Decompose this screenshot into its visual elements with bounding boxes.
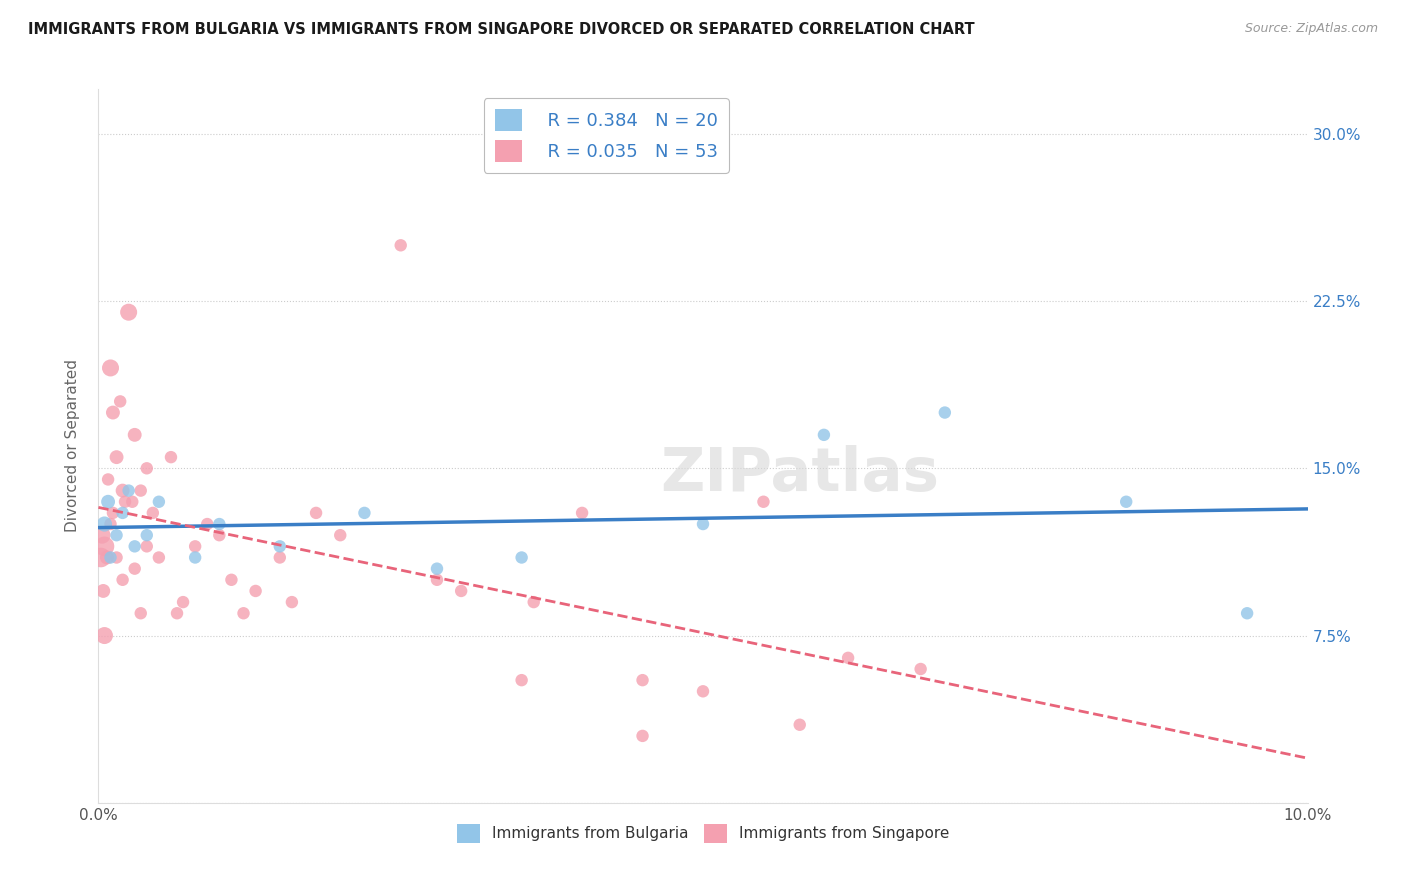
Point <box>135 528 157 542</box>
Point <box>105 550 128 565</box>
Point <box>934 405 956 419</box>
Text: ZIPatlas: ZIPatlas <box>661 445 939 504</box>
Point <box>837 651 859 665</box>
Point <box>1236 607 1258 621</box>
Point <box>166 607 188 621</box>
Point <box>91 528 114 542</box>
Point <box>101 506 124 520</box>
Point <box>631 729 654 743</box>
Point <box>450 583 472 598</box>
Point <box>426 562 449 576</box>
Point <box>111 506 134 520</box>
Point <box>160 450 183 464</box>
Point <box>245 583 267 598</box>
Point <box>910 662 932 676</box>
Point <box>111 573 134 587</box>
Point <box>184 550 207 565</box>
Point <box>752 494 775 508</box>
Point <box>221 573 243 587</box>
Point <box>184 539 207 553</box>
Point <box>118 483 141 498</box>
Point <box>389 238 412 252</box>
Point <box>90 550 112 565</box>
Point <box>692 516 714 531</box>
Point <box>208 516 231 531</box>
Point <box>510 550 533 565</box>
Point <box>426 573 449 587</box>
Point <box>232 607 254 621</box>
Point <box>91 583 114 598</box>
Point <box>692 684 714 698</box>
Y-axis label: Divorced or Separated: Divorced or Separated <box>65 359 80 533</box>
Point <box>305 506 328 520</box>
Point <box>135 461 157 475</box>
Point <box>93 516 115 531</box>
Point <box>124 427 146 442</box>
Point <box>105 450 128 464</box>
Point <box>142 506 165 520</box>
Point <box>121 494 143 508</box>
Point <box>129 607 152 621</box>
Point <box>208 528 231 542</box>
Point <box>1115 494 1137 508</box>
Point <box>100 360 122 375</box>
Point <box>813 427 835 442</box>
Point <box>269 539 291 553</box>
Point <box>281 595 304 609</box>
Point <box>631 673 654 687</box>
Point <box>523 595 546 609</box>
Point <box>124 562 146 576</box>
Point <box>108 394 131 409</box>
Point <box>96 550 118 565</box>
Point <box>97 472 120 486</box>
Point <box>269 550 291 565</box>
Point <box>135 539 157 553</box>
Point <box>353 506 375 520</box>
Point <box>510 673 533 687</box>
Point <box>118 305 141 319</box>
Point <box>105 528 128 542</box>
Point <box>93 628 115 642</box>
Point <box>114 494 136 508</box>
Point <box>93 539 115 553</box>
Point <box>129 483 152 498</box>
Point <box>100 516 122 531</box>
Point <box>148 494 170 508</box>
Point <box>195 516 218 531</box>
Text: IMMIGRANTS FROM BULGARIA VS IMMIGRANTS FROM SINGAPORE DIVORCED OR SEPARATED CORR: IMMIGRANTS FROM BULGARIA VS IMMIGRANTS F… <box>28 22 974 37</box>
Point <box>101 405 124 419</box>
Text: Source: ZipAtlas.com: Source: ZipAtlas.com <box>1244 22 1378 36</box>
Point <box>111 483 134 498</box>
Point <box>148 550 170 565</box>
Point <box>329 528 352 542</box>
Legend: Immigrants from Bulgaria, Immigrants from Singapore: Immigrants from Bulgaria, Immigrants fro… <box>451 818 955 848</box>
Point <box>100 550 122 565</box>
Point <box>789 717 811 731</box>
Point <box>124 539 146 553</box>
Point <box>571 506 593 520</box>
Point <box>97 494 120 508</box>
Point <box>172 595 194 609</box>
